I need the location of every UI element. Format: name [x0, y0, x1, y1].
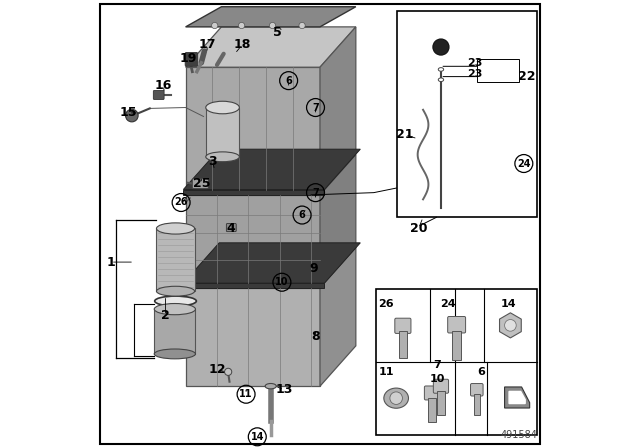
- Text: 26: 26: [378, 299, 394, 309]
- Ellipse shape: [438, 78, 444, 82]
- Bar: [437, 391, 445, 415]
- Circle shape: [504, 319, 516, 331]
- Text: 21: 21: [396, 128, 414, 141]
- Text: 13: 13: [275, 383, 293, 396]
- Text: 22: 22: [518, 69, 536, 83]
- Ellipse shape: [155, 296, 196, 306]
- Text: 3: 3: [208, 155, 217, 168]
- Bar: [452, 331, 461, 360]
- Text: 23: 23: [467, 69, 483, 79]
- Polygon shape: [186, 7, 356, 27]
- Text: 15: 15: [120, 106, 138, 120]
- FancyBboxPatch shape: [185, 52, 198, 66]
- Polygon shape: [320, 27, 356, 193]
- FancyBboxPatch shape: [227, 224, 236, 232]
- Bar: [154, 309, 195, 354]
- Bar: [186, 67, 320, 193]
- Text: 16: 16: [154, 78, 172, 92]
- Bar: [184, 190, 324, 195]
- Ellipse shape: [265, 383, 276, 389]
- Ellipse shape: [390, 392, 403, 405]
- Ellipse shape: [206, 152, 239, 162]
- Bar: [186, 288, 320, 386]
- FancyBboxPatch shape: [424, 386, 440, 400]
- Text: 12: 12: [208, 363, 226, 376]
- Bar: [186, 195, 320, 284]
- Circle shape: [125, 109, 138, 122]
- Text: 24: 24: [517, 159, 531, 168]
- Text: 24: 24: [440, 299, 456, 309]
- Polygon shape: [186, 27, 356, 67]
- Ellipse shape: [206, 101, 239, 114]
- Text: 6: 6: [477, 367, 485, 377]
- Text: 8: 8: [311, 330, 320, 344]
- Text: 14: 14: [250, 432, 264, 442]
- Text: 2: 2: [161, 309, 170, 323]
- Text: 19: 19: [179, 52, 196, 65]
- Ellipse shape: [438, 68, 444, 71]
- Circle shape: [299, 22, 305, 29]
- Ellipse shape: [157, 286, 195, 296]
- Text: 7: 7: [433, 360, 441, 370]
- Text: 1: 1: [106, 255, 115, 269]
- Text: 491584: 491584: [500, 430, 538, 440]
- Text: 9: 9: [309, 262, 317, 276]
- FancyBboxPatch shape: [470, 383, 483, 396]
- Polygon shape: [504, 387, 530, 408]
- Polygon shape: [184, 243, 360, 283]
- Text: 6: 6: [285, 76, 292, 86]
- Text: 14: 14: [500, 299, 516, 309]
- Circle shape: [212, 22, 218, 29]
- Bar: [399, 331, 407, 358]
- Bar: [376, 289, 538, 435]
- Polygon shape: [184, 149, 360, 190]
- Text: 5: 5: [273, 26, 282, 39]
- Polygon shape: [509, 392, 525, 404]
- Text: 11: 11: [378, 367, 394, 377]
- Polygon shape: [186, 155, 356, 195]
- Polygon shape: [320, 247, 356, 386]
- Text: 17: 17: [198, 38, 216, 52]
- Text: 25: 25: [193, 177, 210, 190]
- Polygon shape: [320, 155, 356, 284]
- Text: 18: 18: [234, 38, 251, 52]
- Bar: [157, 228, 195, 291]
- Text: 10: 10: [275, 277, 289, 287]
- Text: 4: 4: [226, 222, 235, 235]
- Text: 20: 20: [410, 222, 428, 235]
- Text: 6: 6: [299, 210, 305, 220]
- Ellipse shape: [384, 388, 408, 408]
- FancyBboxPatch shape: [192, 179, 209, 189]
- Ellipse shape: [154, 349, 195, 359]
- Circle shape: [239, 22, 244, 29]
- Circle shape: [225, 368, 232, 375]
- Ellipse shape: [157, 223, 195, 234]
- Text: 7: 7: [312, 103, 319, 112]
- FancyBboxPatch shape: [395, 318, 411, 333]
- Bar: [428, 398, 436, 422]
- Text: 7: 7: [312, 188, 319, 198]
- Bar: [477, 59, 520, 82]
- Text: 11: 11: [239, 389, 253, 399]
- Circle shape: [269, 22, 276, 29]
- Bar: [184, 283, 324, 288]
- Text: 23: 23: [467, 58, 483, 68]
- Circle shape: [433, 39, 449, 55]
- FancyBboxPatch shape: [433, 379, 449, 393]
- Text: 26: 26: [174, 198, 188, 207]
- Bar: [206, 108, 239, 157]
- Polygon shape: [186, 247, 356, 288]
- FancyBboxPatch shape: [448, 316, 466, 333]
- Text: 10: 10: [429, 374, 445, 383]
- Bar: [474, 394, 480, 415]
- Ellipse shape: [154, 304, 195, 314]
- Bar: [397, 11, 538, 217]
- FancyBboxPatch shape: [154, 90, 164, 99]
